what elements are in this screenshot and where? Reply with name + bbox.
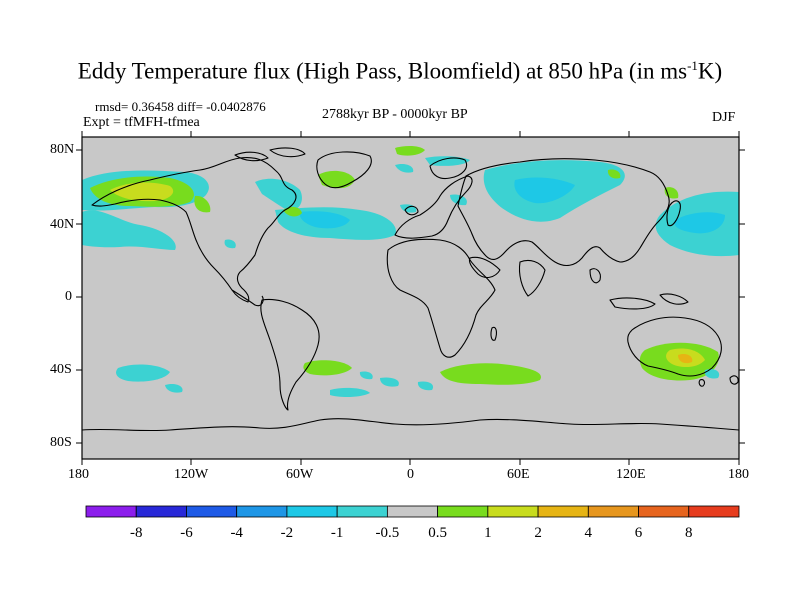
colorbar-label: -1 (331, 525, 344, 541)
colorbar-box (537, 505, 589, 518)
colorbar-labels: -8 -6 -4 -2 -1 -0.5 0.5 1 2 4 6 8 (130, 525, 693, 541)
anomaly-fill-layer (82, 145, 739, 398)
y-tick: 40S (50, 362, 72, 377)
colorbar-label: -6 (180, 525, 193, 541)
colorbar-label: -8 (130, 525, 143, 541)
colorbar-label: 1 (484, 525, 492, 541)
colorbar-box (638, 505, 690, 518)
x-tick: 120W (174, 467, 209, 482)
colorbar-label: -0.5 (376, 525, 400, 541)
y-tick: 80N (50, 142, 75, 157)
season-label: DJF (712, 110, 736, 125)
colorbar-box (286, 505, 338, 518)
colorbar-label: 8 (685, 525, 693, 541)
colorbar-box (186, 505, 238, 518)
x-tick: 60E (507, 467, 530, 482)
period-label: 2788kyr BP - 0000kyr BP (322, 107, 468, 122)
y-tick: 0 (65, 289, 72, 304)
colorbar-box (336, 505, 388, 518)
colorbar-label: 6 (635, 525, 643, 541)
colorbar (85, 505, 740, 518)
colorbar-box (135, 505, 187, 518)
colorbar-box (487, 505, 539, 518)
colorbar-label: 4 (585, 525, 593, 541)
coastlines (82, 147, 739, 432)
colorbar-box (587, 505, 639, 518)
colorbar-label: 2 (534, 525, 542, 541)
x-tick: 180 (728, 467, 749, 482)
colorbar-label: -2 (281, 525, 294, 541)
axis-ticks (76, 131, 745, 465)
colorbar-box (236, 505, 288, 518)
colorbar-label: -4 (230, 525, 243, 541)
x-tick: 60W (286, 467, 314, 482)
y-tick: 80S (50, 435, 72, 450)
colorbar-label: 0.5 (428, 525, 447, 541)
colorbar-box (386, 505, 439, 518)
x-tick: 0 (407, 467, 414, 482)
colorbar-box (437, 505, 489, 518)
stats-label: rmsd= 0.36458 diff= -0.0402876 (95, 99, 266, 114)
colorbar-box (688, 505, 740, 518)
experiment-label: Expt = tfMFH-tfmea (83, 115, 200, 130)
x-tick: 180 (68, 467, 89, 482)
figure-title: Eddy Temperature flux (High Pass, Bloomf… (77, 58, 723, 84)
y-tick: 40N (50, 217, 75, 232)
colorbar-box (85, 505, 137, 518)
x-tick: 120E (616, 467, 646, 482)
